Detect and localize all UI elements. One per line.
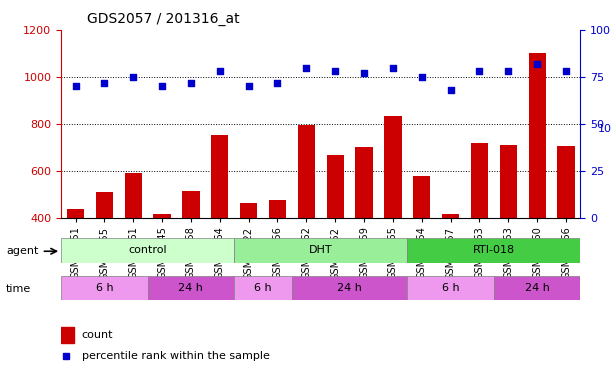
Point <box>475 68 485 74</box>
Bar <box>413 177 430 311</box>
Point <box>157 83 167 89</box>
Y-axis label: 100%: 100% <box>598 124 611 134</box>
FancyBboxPatch shape <box>234 276 292 300</box>
Point <box>301 64 311 70</box>
Point <box>71 83 81 89</box>
Bar <box>211 135 229 311</box>
Text: 24 h: 24 h <box>337 283 362 293</box>
Text: agent: agent <box>6 246 38 256</box>
Bar <box>529 54 546 311</box>
Text: 24 h: 24 h <box>525 283 550 293</box>
Bar <box>269 200 286 311</box>
FancyBboxPatch shape <box>61 276 148 300</box>
Bar <box>96 192 113 311</box>
Point <box>186 80 196 86</box>
Bar <box>125 173 142 311</box>
Point <box>273 80 282 86</box>
Text: RTI-018: RTI-018 <box>473 245 515 255</box>
Point <box>100 80 109 86</box>
Point <box>388 64 398 70</box>
Point <box>331 68 340 74</box>
Point <box>561 68 571 74</box>
Text: 6 h: 6 h <box>442 283 459 293</box>
Bar <box>500 145 517 311</box>
Point <box>445 87 455 93</box>
Point <box>215 68 225 74</box>
FancyBboxPatch shape <box>61 238 234 262</box>
FancyBboxPatch shape <box>408 238 580 262</box>
Bar <box>61 327 74 343</box>
Text: count: count <box>82 330 114 340</box>
Text: DHT: DHT <box>309 245 332 255</box>
Text: control: control <box>128 245 167 255</box>
FancyBboxPatch shape <box>292 276 408 300</box>
Text: 24 h: 24 h <box>178 283 203 293</box>
Bar <box>182 190 200 311</box>
Text: GDS2057 / 201316_at: GDS2057 / 201316_at <box>87 12 240 26</box>
Point <box>359 70 369 76</box>
Point <box>417 74 426 80</box>
Point <box>532 61 542 67</box>
Bar <box>240 203 257 311</box>
FancyBboxPatch shape <box>494 276 580 300</box>
Bar <box>326 155 344 311</box>
Text: 6 h: 6 h <box>254 283 272 293</box>
Bar <box>442 214 459 311</box>
Bar <box>557 146 575 311</box>
Text: 6 h: 6 h <box>95 283 113 293</box>
Bar <box>356 147 373 311</box>
Bar <box>67 209 84 311</box>
FancyBboxPatch shape <box>234 238 408 262</box>
Point <box>244 83 254 89</box>
Bar <box>471 142 488 311</box>
Bar <box>384 116 401 311</box>
Text: time: time <box>6 284 31 294</box>
Text: percentile rank within the sample: percentile rank within the sample <box>82 351 269 361</box>
Bar <box>298 125 315 311</box>
Point <box>503 68 513 74</box>
FancyBboxPatch shape <box>408 276 494 300</box>
FancyBboxPatch shape <box>148 276 234 300</box>
Bar <box>153 214 170 311</box>
Point <box>128 74 138 80</box>
